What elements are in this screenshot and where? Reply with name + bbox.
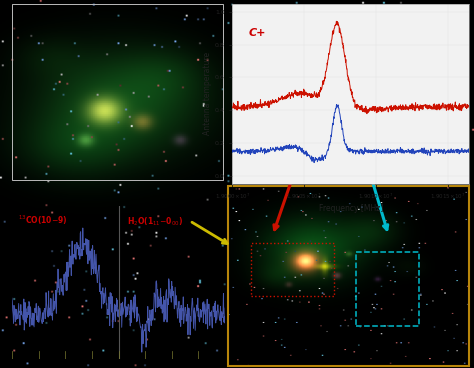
Text: $^{13}$CO(10$-$9): $^{13}$CO(10$-$9) — [18, 214, 68, 227]
Bar — [12, 4, 223, 180]
Y-axis label: Antenna temperature: Antenna temperature — [203, 52, 212, 135]
Bar — [228, 186, 469, 366]
Text: C+: C+ — [249, 28, 266, 38]
Bar — [251, 243, 334, 296]
Text: H$_2$O(1$_{11}$$-$0$_{00}$): H$_2$O(1$_{11}$$-$0$_{00}$) — [127, 215, 183, 228]
X-axis label: Frequency [MHz]: Frequency [MHz] — [319, 204, 383, 213]
Bar — [356, 252, 419, 326]
